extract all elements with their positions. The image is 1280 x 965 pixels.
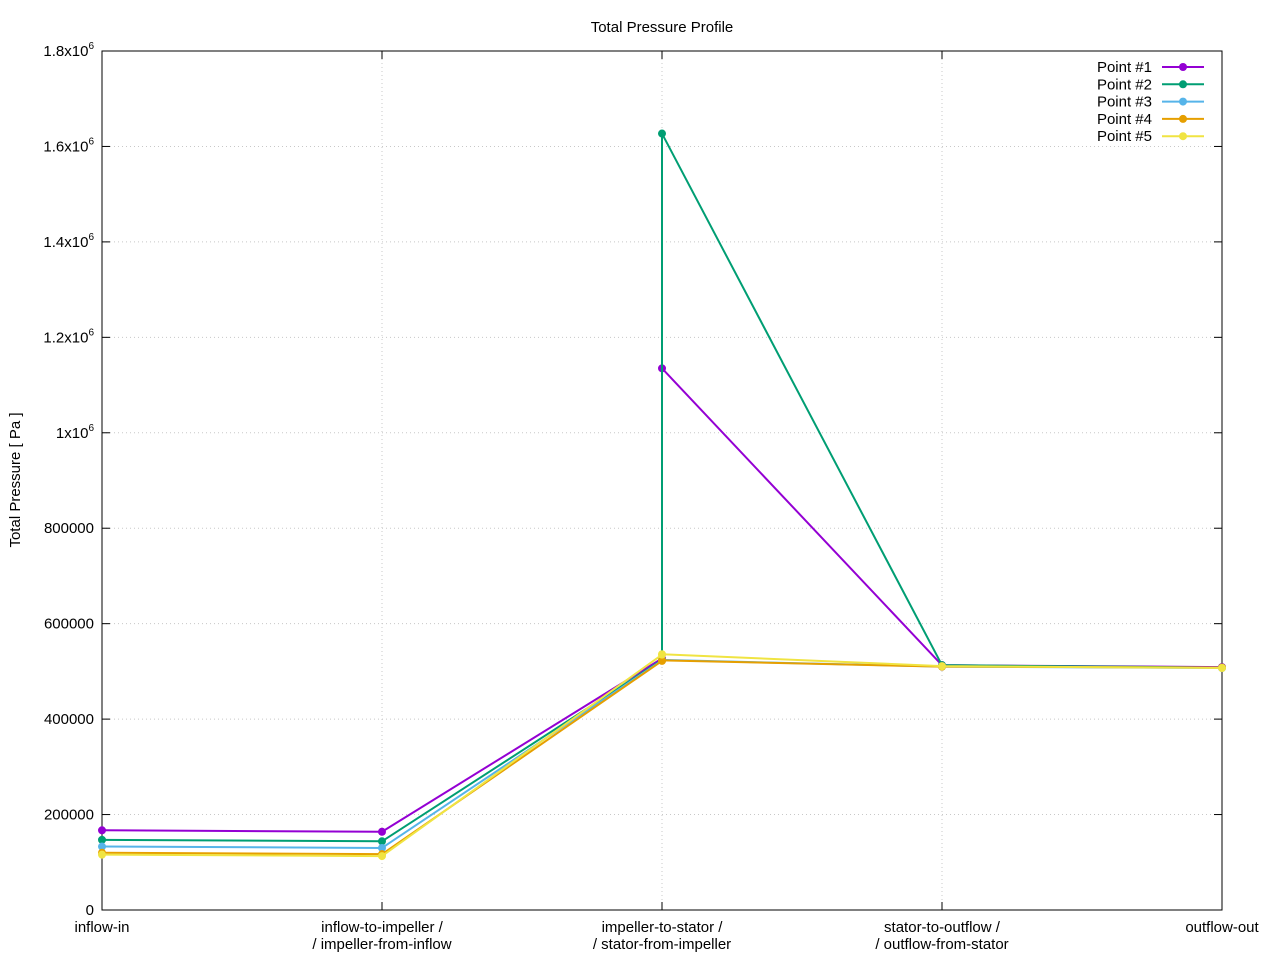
y-tick-label: 1.2x106 <box>43 327 94 346</box>
series-marker-point-5 <box>658 650 666 659</box>
legend-swatch-marker <box>1179 80 1187 89</box>
legend-swatch-marker <box>1179 97 1187 106</box>
series-marker-point-1 <box>378 827 386 836</box>
legend-label: Point #3 <box>1097 94 1152 111</box>
x-tick-label: inflow-in <box>74 919 129 936</box>
x-tick-label: impeller-to-stator / <box>602 919 724 936</box>
legend-label: Point #4 <box>1097 111 1152 128</box>
y-tick-label: 800000 <box>44 520 94 537</box>
series-marker-point-5 <box>98 850 106 859</box>
series-marker-point-3 <box>98 842 106 851</box>
legend-label: Point #2 <box>1097 76 1152 93</box>
x-tick-label: / stator-from-impeller <box>593 936 731 953</box>
y-tick-label: 200000 <box>44 807 94 824</box>
y-tick-label: 1.6x106 <box>43 136 94 155</box>
legend-label: Point #1 <box>1097 59 1152 76</box>
series-marker-point-2 <box>98 835 106 844</box>
y-tick-label: 0 <box>86 902 94 919</box>
x-tick-label: outflow-out <box>1185 919 1259 936</box>
x-tick-label: inflow-to-impeller / <box>321 919 444 936</box>
series-marker-point-1 <box>98 826 106 835</box>
series-marker-point-4 <box>658 656 666 665</box>
series-marker-point-3 <box>378 843 386 852</box>
y-tick-label: 1.4x106 <box>43 232 94 251</box>
series-marker-point-5 <box>938 662 946 671</box>
series-marker-point-2 <box>658 129 666 138</box>
series-lines <box>98 129 1226 861</box>
y-tick-label: 400000 <box>44 711 94 728</box>
legend-swatch-marker <box>1179 63 1187 71</box>
y-tick-label: 1x106 <box>56 423 95 442</box>
chart-title: Total Pressure Profile <box>591 19 734 36</box>
series-marker-point-5 <box>378 852 386 861</box>
y-axis-label: Total Pressure [ Pa ] <box>7 412 24 547</box>
series-marker-point-5 <box>1218 664 1226 673</box>
series-marker-point-2 <box>378 837 386 846</box>
legend-label: Point #5 <box>1097 128 1152 145</box>
legend-swatch-marker <box>1179 132 1187 141</box>
x-tick-label: stator-to-outflow / <box>884 919 1001 936</box>
x-tick-label: / outflow-from-stator <box>875 936 1008 953</box>
y-tick-label: 1.8x106 <box>43 41 94 60</box>
axis-ticks: 0 200000 400000 600000 800000 1x106 1.2x106 1.4… <box>43 41 1259 953</box>
legend-swatch-marker <box>1179 114 1187 123</box>
x-tick-label: / impeller-from-inflow <box>312 936 451 953</box>
y-tick-label: 600000 <box>44 616 94 633</box>
